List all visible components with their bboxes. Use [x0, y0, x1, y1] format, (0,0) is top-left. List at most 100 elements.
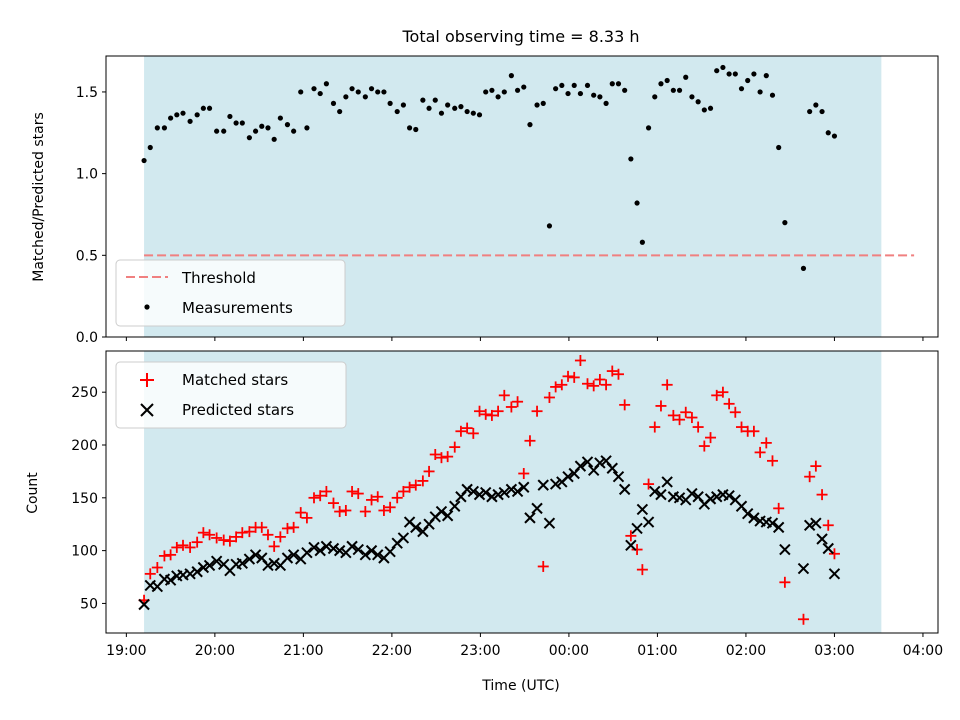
matched-star-point	[816, 489, 828, 501]
matched-star-point	[667, 409, 679, 421]
matched-star-point	[171, 541, 183, 553]
measurement-point	[514, 87, 521, 93]
measurement-point	[381, 89, 387, 95]
predicted-star-point	[320, 540, 333, 553]
predicted-star-point	[262, 559, 274, 572]
predicted-star-point	[498, 486, 511, 499]
predicted-star-point	[631, 522, 643, 535]
matched-star-point	[177, 539, 189, 551]
measurement-point	[323, 81, 329, 87]
matched-star-point	[224, 535, 236, 547]
predicted-star-point	[359, 549, 372, 561]
matched-star-point	[314, 490, 326, 502]
matched-star-point	[649, 421, 661, 433]
matched-star-point	[711, 389, 723, 401]
legend-matched-label: Matched stars	[182, 371, 288, 389]
matched-star-point	[754, 446, 766, 458]
predicted-star-point	[164, 574, 177, 586]
measurement-point	[187, 118, 193, 124]
legend-measurements-label: Measurements	[182, 299, 293, 317]
matched-star-point	[692, 421, 704, 433]
measurement-point	[695, 99, 701, 105]
matched-star-point	[352, 488, 364, 500]
matched-star-point	[680, 406, 692, 418]
predicted-star-point	[268, 557, 280, 569]
measurement-point	[553, 86, 559, 92]
matched-star-point	[643, 478, 655, 490]
predicted-star-point	[649, 485, 661, 498]
y-tick-label: 100	[71, 544, 98, 560]
matched-star-point	[524, 435, 536, 447]
measurement-point	[769, 92, 776, 98]
matched-star-point	[581, 378, 593, 390]
measurement-point	[534, 102, 540, 108]
predicted-star-point	[606, 462, 618, 474]
matched-star-point	[760, 437, 772, 449]
bottom-y-ticks: 50 100 150 200 250	[71, 385, 106, 612]
measurement-point	[265, 125, 271, 131]
predicted-star-point	[797, 562, 810, 575]
matched-star-point	[625, 530, 637, 542]
top-y-axis-label: Matched/Predicted stars	[31, 112, 47, 282]
matched-star-point	[600, 379, 612, 391]
measurement-point	[368, 86, 375, 92]
y-tick-label: 250	[71, 385, 98, 401]
top-legend: Threshold Measurements	[115, 259, 346, 327]
matched-stars-points	[138, 355, 840, 625]
matched-star-point	[449, 441, 461, 453]
measurement-point	[476, 112, 483, 118]
measurement-point	[645, 125, 652, 131]
matched-star-point	[717, 386, 729, 398]
measurement-point	[174, 112, 180, 118]
x-tick-label: 03:00	[814, 643, 854, 659]
measurement-point	[584, 82, 591, 89]
bottom-panel: 50 100 150 200 250 19:00 20:00 21:00 22:00 23:00…	[25, 350, 943, 694]
measurement-point	[337, 108, 343, 115]
matched-star-point	[480, 408, 492, 420]
measurement-point	[527, 122, 533, 128]
matched-star-point	[779, 576, 791, 588]
predicted-star-point	[581, 456, 594, 468]
matched-star-point	[736, 421, 748, 433]
matched-star-point	[606, 365, 618, 377]
measurement-point	[508, 73, 514, 79]
measurement-point	[751, 71, 757, 77]
matched-star-point	[804, 471, 816, 483]
matched-star-point	[301, 512, 313, 524]
measurement-point	[634, 200, 640, 206]
matched-star-point	[723, 398, 735, 410]
matched-star-point	[320, 485, 332, 497]
x-tick-label: 01:00	[637, 643, 677, 659]
top-y-ticks: 0.0 0.5 1.0 1.5	[76, 85, 106, 346]
matched-star-point	[204, 529, 216, 541]
matched-star-point	[211, 532, 223, 544]
matched-star-point	[404, 481, 416, 493]
y-tick-label: 1.0	[76, 167, 98, 183]
bottom-axes-frame	[105, 350, 939, 634]
predicted-star-point	[772, 521, 785, 534]
matched-star-point	[151, 562, 163, 574]
matched-star-point	[256, 521, 268, 533]
matched-star-point	[268, 540, 280, 552]
predicted-star-point	[346, 540, 358, 553]
predicted-star-point	[467, 485, 480, 498]
matched-star-point	[655, 400, 667, 412]
measurement-point	[206, 105, 213, 111]
measurement-point	[200, 105, 206, 111]
measurement-point	[311, 86, 317, 92]
matched-star-point	[636, 564, 648, 576]
predicted-star-point	[461, 483, 473, 496]
measurement-point	[445, 102, 451, 108]
matched-star-point	[492, 405, 504, 417]
legend-measurements-swatch	[144, 304, 150, 310]
predicted-star-point	[803, 519, 816, 531]
top-axes-frame	[105, 55, 939, 338]
matched-star-point	[295, 507, 307, 519]
measurement-point	[141, 157, 147, 164]
predicted-star-point	[480, 486, 492, 499]
measurement-point	[420, 97, 426, 103]
predicted-star-point	[138, 598, 150, 611]
legend-predicted-label: Predicted stars	[182, 401, 294, 419]
matched-star-point	[729, 406, 741, 418]
predicted-star-point	[210, 555, 223, 567]
